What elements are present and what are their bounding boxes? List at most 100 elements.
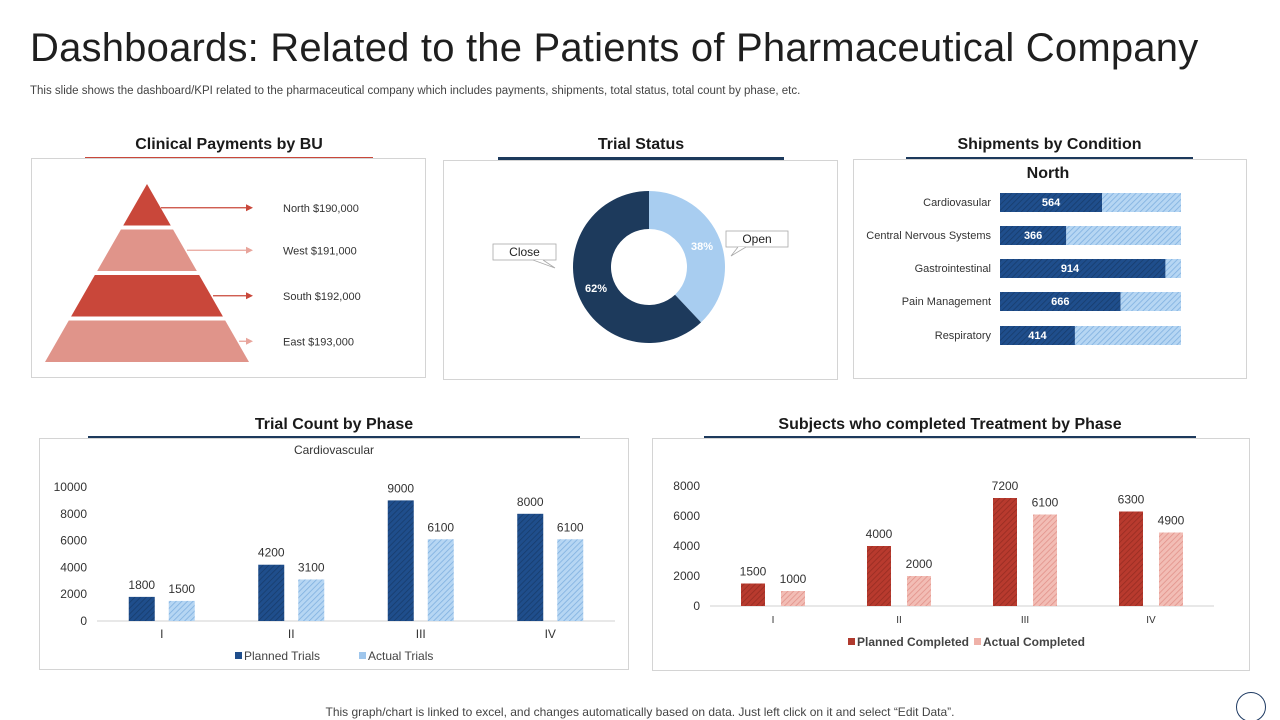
page-title: Dashboards: Related to the Patients of P… — [30, 26, 1199, 70]
legend-label[interactable]: Planned Completed — [857, 635, 969, 649]
subjects-bar-chart[interactable]: 0 2000 4000 6000 8000 I 1500 1000 II 4000 2000 III 7… — [652, 438, 1250, 671]
shipments-bar-shipped[interactable] — [1000, 226, 1067, 245]
shipments-bar-remaining[interactable] — [1102, 193, 1181, 212]
shipments-bar-remaining[interactable] — [1165, 259, 1181, 278]
bar-value-label: 1500 — [168, 582, 195, 596]
bar-actual-completed[interactable] — [1033, 514, 1057, 607]
shipments-bar-remaining[interactable] — [1074, 326, 1181, 345]
shipments-panel-title: Shipments by Condition — [957, 136, 1142, 153]
y-tick-label: 4000 — [60, 560, 87, 574]
bar-value-label: 1000 — [780, 572, 807, 586]
shipments-category-label: Respiratory — [935, 330, 992, 342]
shipments-bar-value: 666 — [1051, 296, 1069, 308]
bar-value-label: 6100 — [557, 520, 584, 534]
y-tick-label: 10000 — [54, 480, 88, 494]
legend-swatch — [235, 652, 242, 659]
shipments-bar-value: 914 — [1061, 263, 1080, 275]
shipments-bar-shipped[interactable] — [1000, 292, 1121, 311]
shipments-bar-remaining[interactable] — [1066, 226, 1181, 245]
subjects-panel-title: Subjects who completed Treatment by Phas… — [778, 416, 1122, 433]
bar-value-label: 4200 — [258, 546, 285, 560]
bar-value-label: 2000 — [906, 557, 933, 571]
pyramid-label: North $190,000 — [283, 203, 359, 215]
legend-label[interactable]: Actual Completed — [983, 635, 1085, 649]
legend-label[interactable]: Actual Trials — [368, 649, 433, 663]
shipments-category-label: Pain Management — [902, 296, 991, 308]
shipments-category-label: Gastrointestinal — [915, 263, 991, 275]
legend-swatch — [359, 652, 366, 659]
bar-planned-trials[interactable] — [387, 500, 414, 621]
donut-callout-text: Close — [509, 245, 540, 259]
bar-planned-completed[interactable] — [741, 583, 765, 607]
footer-note: This graph/chart is linked to excel, and… — [325, 705, 955, 719]
x-tick-label: III — [416, 627, 426, 641]
pyramid-arrowhead — [246, 337, 253, 345]
bar-actual-trials[interactable] — [427, 539, 454, 621]
bar-actual-completed[interactable] — [781, 591, 805, 606]
bar-planned-completed[interactable] — [1119, 511, 1143, 607]
bar-planned-trials[interactable] — [128, 596, 155, 621]
shipments-bar-value: 564 — [1042, 197, 1061, 209]
legend-swatch — [974, 638, 981, 645]
shipments-bar-shipped[interactable] — [1000, 193, 1103, 212]
x-tick-label: I — [772, 615, 775, 626]
shipments-bar-chart[interactable]: North Cardiovasular 564 Central Nervous Sys… — [853, 159, 1247, 379]
donut-callout-box-close — [492, 243, 557, 261]
shipments-bar-remaining[interactable] — [1120, 292, 1181, 311]
shipments-bar-shipped[interactable] — [1000, 259, 1166, 278]
legend-swatch — [848, 638, 855, 645]
payments-pyramid-chart[interactable]: North $190,000 West $191,000 South $192,00… — [31, 158, 426, 378]
bar-value-label: 6100 — [1032, 496, 1059, 510]
y-tick-label: 0 — [80, 614, 87, 628]
bar-value-label: 6300 — [1118, 493, 1145, 507]
x-tick-label: I — [160, 627, 163, 641]
page-subtitle: This slide shows the dashboard/KPI relat… — [30, 85, 801, 97]
donut-slice-label: 62% — [585, 283, 607, 295]
donut-slice-close[interactable] — [573, 191, 702, 343]
status-title-underline — [498, 157, 784, 161]
shipments-bar-value: 366 — [1024, 230, 1042, 242]
bar-value-label: 6100 — [427, 520, 454, 534]
x-tick-label: IV — [545, 627, 556, 641]
bar-actual-trials[interactable] — [557, 539, 584, 621]
payments-panel-title: Clinical Payments by BU — [135, 136, 323, 153]
chart-subtitle: Cardiovascular — [294, 443, 374, 457]
pyramid-arrowhead — [246, 246, 253, 254]
pyramid-label: East $193,000 — [283, 336, 354, 348]
bar-value-label: 4000 — [866, 527, 893, 541]
pyramid-level-south[interactable] — [71, 275, 223, 317]
y-tick-label: 8000 — [60, 507, 87, 521]
bar-actual-completed[interactable] — [907, 576, 931, 606]
pyramid-arrowhead — [246, 292, 253, 300]
bar-value-label: 1800 — [128, 578, 155, 592]
shipments-bar-value: 414 — [1028, 330, 1047, 342]
bar-planned-completed[interactable] — [993, 498, 1017, 606]
bar-planned-completed[interactable] — [867, 546, 891, 606]
donut-callout-pointer — [532, 259, 556, 269]
donut-slice-open[interactable] — [649, 191, 725, 323]
donut-callout-text: Open — [742, 232, 771, 246]
bar-value-label: 1500 — [740, 565, 767, 579]
legend-label[interactable]: Planned Trials — [244, 649, 320, 663]
x-tick-label: IV — [1146, 615, 1156, 626]
shipments-bar-shipped[interactable] — [1000, 326, 1075, 345]
shipments-subtitle: North — [1027, 165, 1070, 182]
pyramid-arrowhead — [246, 204, 253, 212]
shipments-category-label: Cardiovasular — [923, 197, 991, 209]
bar-actual-trials[interactable] — [298, 579, 325, 621]
bar-value-label: 8000 — [517, 495, 544, 509]
pyramid-level-north[interactable] — [123, 184, 171, 226]
pyramid-level-east[interactable] — [45, 320, 249, 363]
donut-slice-label: 38% — [691, 241, 713, 253]
bar-actual-completed[interactable] — [1159, 532, 1183, 607]
bar-actual-trials[interactable] — [168, 600, 195, 621]
donut-callout-box-open — [725, 230, 789, 248]
trial-count-bar-chart[interactable]: Cardiovascular 0 2000 4000 6000 8000 10000 I 180… — [39, 438, 629, 670]
status-panel-title: Trial Status — [597, 136, 685, 153]
corner-circle-decoration — [1236, 692, 1266, 720]
pyramid-level-west[interactable] — [97, 229, 197, 272]
bar-planned-trials[interactable] — [258, 564, 285, 621]
bar-value-label: 3100 — [298, 560, 325, 574]
status-donut-chart[interactable]: 38% 62% Close Open — [443, 160, 838, 380]
bar-planned-trials[interactable] — [517, 513, 544, 621]
